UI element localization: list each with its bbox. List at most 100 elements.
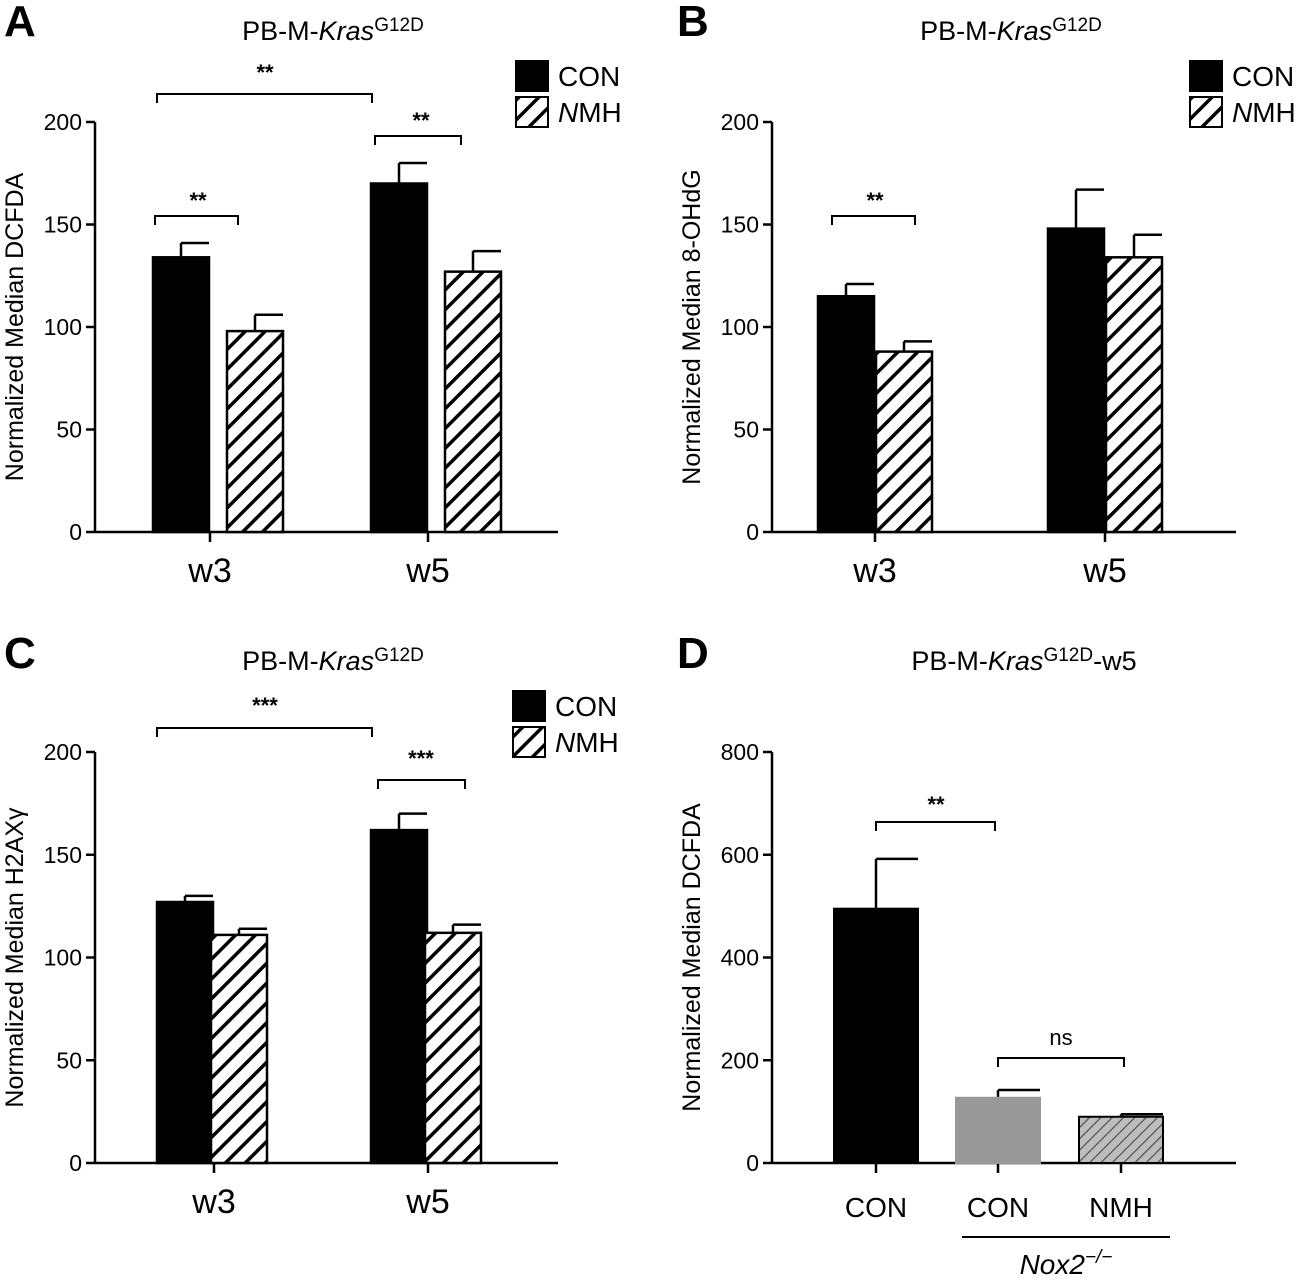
bar-NMH-2: [1078, 1115, 1164, 1164]
y-tick-label: 100: [721, 314, 759, 340]
y-tick-label: 200: [44, 739, 82, 765]
x-tick-label: CON: [845, 1192, 907, 1223]
group-label: Nox2−/−: [1020, 1247, 1113, 1280]
legend-swatch-hatch: [512, 726, 546, 758]
legend-label-con: CON: [1232, 61, 1294, 92]
bar-CON-0: [833, 907, 919, 1164]
x-tick-label: NMH: [1089, 1192, 1153, 1223]
y-tick-label: 400: [721, 945, 759, 971]
y-tick-label: 0: [69, 1150, 82, 1176]
y-tick-label: 50: [56, 417, 82, 443]
y-axis-label: Normalized Median DCFDA: [1, 172, 29, 481]
x-tick-label: w3: [191, 1183, 235, 1221]
bar-NMH-w3: [225, 329, 285, 534]
title-italic: Kras: [319, 16, 375, 46]
title-prefix: PB-M-: [920, 16, 997, 46]
y-axis-label: Normalized Median H2AXγ: [1, 807, 29, 1108]
significance-bracket: [156, 93, 373, 103]
y-tick-label: 200: [721, 109, 759, 135]
chart-title: PB-M-KrasG12D: [920, 15, 1102, 46]
panel-letter: D: [677, 629, 709, 678]
bar-CON-1: [955, 1096, 1041, 1165]
title-prefix: PB-M-: [911, 646, 988, 676]
bar-NMH-w5: [443, 270, 503, 534]
panel-letter: A: [4, 0, 36, 46]
title-superscript: G12D: [374, 645, 424, 666]
group-label-italic: Nox2: [1020, 1249, 1086, 1280]
y-tick-label: 150: [44, 212, 82, 238]
legend-label-nmh: NMH: [1232, 97, 1296, 128]
panel-A: A PB-M-KrasG12D Normalized Median DCFDA 0 50…: [1, 0, 622, 590]
significance-label: **: [256, 60, 274, 85]
bar-CON-w5: [369, 182, 429, 534]
significance-label: ***: [408, 746, 434, 771]
significance-bracket: [156, 727, 373, 737]
y-tick-label: 800: [721, 739, 759, 765]
significance-bracket: [831, 215, 916, 225]
x-tick-label: w3: [852, 552, 896, 590]
legend-swatch-hatch: [515, 96, 549, 128]
y-tick-label: 200: [44, 109, 82, 135]
significance-bracket: [374, 135, 462, 145]
significance-label: **: [866, 188, 884, 213]
y-tick-label: 50: [733, 417, 759, 443]
y-axis-label: Normalized Median 8-OHdG: [678, 169, 706, 484]
significance-bracket: [377, 779, 466, 789]
bar-NMH-w3: [874, 350, 934, 534]
legend-italic: N: [1232, 97, 1253, 128]
legend-label-nmh: NMH: [558, 97, 622, 128]
panel-letter: C: [4, 629, 36, 678]
title-italic: Kras: [988, 646, 1044, 676]
legend-swatch-solid: [515, 60, 549, 92]
legend-rest: MH: [1252, 97, 1296, 128]
y-tick-label: 0: [746, 1150, 759, 1176]
title-prefix: PB-M-: [242, 646, 319, 676]
legend-swatch-hatch: [1189, 96, 1223, 128]
bar-NMH-w3: [209, 933, 269, 1165]
legend-italic: N: [555, 727, 576, 758]
legend-label-con: CON: [558, 61, 620, 92]
y-tick-label: 150: [721, 212, 759, 238]
y-tick-label: 150: [44, 842, 82, 868]
panel-D: D PB-M-KrasG12D-w5 Normalized Median DCFDA…: [677, 629, 1236, 1280]
significance-bracket: [997, 1057, 1125, 1067]
title-italic: Kras: [997, 16, 1053, 46]
y-tick-label: 200: [721, 1047, 759, 1073]
legend: CON NMH: [515, 60, 622, 128]
bar-NMH-w5: [423, 931, 483, 1165]
legend-swatch-solid: [512, 690, 546, 722]
panel-B: B PB-M-KrasG12D Normalized Median 8-OHdG 0 5…: [677, 0, 1296, 590]
group-label-superscript: −/−: [1085, 1247, 1112, 1268]
significance-label: **: [189, 188, 207, 213]
y-tick-label: 100: [44, 314, 82, 340]
title-italic: Kras: [319, 646, 375, 676]
x-tick-label: CON: [967, 1192, 1029, 1223]
bar-CON-w3: [155, 900, 215, 1165]
panel-C: C PB-M-KrasG12D Normalized Median H2AXγ 0 50…: [1, 629, 619, 1221]
y-axis-label: Normalized Median DCFDA: [678, 803, 706, 1112]
y-tick-label: 0: [69, 519, 82, 545]
panel-letter: B: [677, 0, 709, 46]
title-superscript: G12D: [1052, 15, 1102, 36]
bar-CON-w3: [151, 256, 211, 534]
y-tick-label: 600: [721, 842, 759, 868]
y-tick-label: 0: [746, 519, 759, 545]
bar-CON-w5: [1046, 227, 1106, 534]
chart-title: PB-M-KrasG12D-w5: [911, 645, 1136, 676]
bar-CON-w5: [369, 828, 429, 1165]
significance-bracket: [875, 821, 996, 831]
significance-bracket: [154, 215, 239, 225]
y-tick-label: 100: [44, 945, 82, 971]
legend-rest: MH: [575, 727, 619, 758]
legend-swatch-solid: [1189, 60, 1223, 92]
legend: CON NMH: [512, 690, 619, 758]
title-superscript: G12D: [1043, 645, 1093, 666]
x-tick-label: w3: [187, 552, 231, 590]
significance-label: **: [412, 108, 430, 133]
title-suffix: -w5: [1093, 646, 1137, 676]
x-tick-label: w5: [405, 552, 449, 590]
y-tick-label: 50: [56, 1047, 82, 1073]
legend-label-con: CON: [555, 691, 617, 722]
significance-label: ns: [1049, 1025, 1072, 1050]
